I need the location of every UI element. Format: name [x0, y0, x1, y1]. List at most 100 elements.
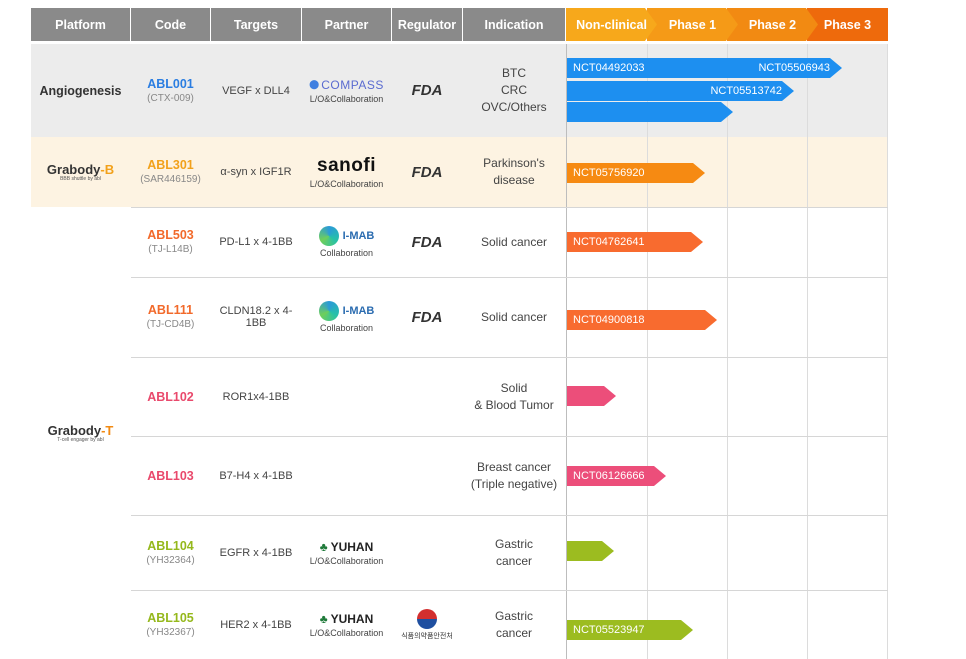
- drug-subcode: (YH32367): [146, 626, 195, 638]
- grabody-logo: Grabody -T: [48, 423, 114, 438]
- row-divider: [131, 590, 888, 591]
- drug-code: ABL102: [147, 389, 194, 404]
- drug-subcode: (YH32364): [146, 554, 195, 566]
- header-platform: Platform: [31, 8, 130, 41]
- indication-cell: Gastric cancer: [463, 515, 565, 590]
- target-cell: α-syn x IGF1R: [211, 137, 301, 207]
- partner-cell: ♣ YUHAN L/O&Collaboration: [302, 515, 391, 590]
- grabody-suffix: -B: [100, 162, 115, 177]
- target-cell: HER2 x 4-1BB: [211, 590, 301, 659]
- header-partner: Partner: [302, 8, 391, 41]
- partner-cell: I-MAB Collaboration: [302, 277, 391, 357]
- mfds-emblem-icon: [417, 608, 437, 629]
- indication-cell: Solid cancer: [463, 277, 565, 357]
- partner-relationship: L/O&Collaboration: [309, 93, 384, 104]
- code-cell: ABL103: [131, 436, 210, 515]
- compass-logo: ⬤ COMPASS: [309, 78, 384, 92]
- platform-label: Angiogenesis: [39, 83, 122, 98]
- drug-code: ABL001: [147, 76, 194, 91]
- phase-gridline: [887, 44, 888, 659]
- nct-number: NCT04492033: [573, 62, 645, 74]
- header-phase-3: Phase 3: [807, 8, 888, 41]
- pipeline-progress-bar: NCT06126666: [567, 466, 666, 486]
- drug-code: ABL104: [147, 538, 194, 553]
- grabody-suffix: -T: [101, 423, 114, 438]
- regulator-cell: FDA: [392, 137, 462, 207]
- pipeline-progress-bar: NCT04492033 NCT05506943: [567, 58, 842, 78]
- indication-text: Solid cancer: [480, 234, 548, 249]
- imab-icon: [318, 226, 339, 246]
- code-cell: ABL001 (CTX-009): [131, 44, 210, 137]
- grabody-logo: Grabody -B: [47, 162, 114, 177]
- indication-cell: Parkinson's disease: [463, 137, 565, 207]
- indication-cell: Breast cancer (Triple negative): [463, 436, 565, 515]
- target-text: B7-H4 x 4-1BB: [219, 469, 293, 482]
- platform-grabody-t: Grabody -T T-cell engager by abl: [31, 207, 130, 659]
- grabody-tagline: BBB shuttle by abl: [60, 176, 101, 182]
- indication-text: Parkinson's disease: [483, 156, 545, 187]
- pipeline-progress-bar: NCT05756920: [567, 163, 705, 183]
- compass-icon: ⬤: [309, 79, 320, 89]
- imab-logo: I-MAB: [318, 301, 374, 321]
- target-cell: VEGF x DLL4: [211, 44, 301, 137]
- row-divider: [131, 357, 888, 358]
- partner-name: YUHAN: [330, 539, 374, 554]
- code-cell: ABL503 (TJ-L14B): [131, 207, 210, 277]
- partner-cell: ♣ YUHAN L/O&Collaboration: [302, 590, 391, 659]
- fda-logo: FDA: [411, 308, 443, 326]
- pipeline-progress-bar: NCT05523947: [567, 620, 693, 640]
- nct-number: NCT04900818: [573, 314, 645, 326]
- regulator-cell: FDA: [392, 44, 462, 137]
- row-divider: [131, 277, 888, 278]
- pipeline-progress-bar: [567, 541, 614, 561]
- target-cell: CLDN18.2 x 4-1BB: [211, 277, 301, 357]
- code-cell: ABL105 (YH32367): [131, 590, 210, 659]
- indication-cell: BTC CRC OVC/Others: [463, 44, 565, 137]
- partner-relationship: Collaboration: [319, 248, 374, 258]
- yuhan-icon: ♣: [319, 539, 328, 554]
- target-text: EGFR x 4-1BB: [219, 546, 293, 559]
- regulator-cell: FDA: [392, 277, 462, 357]
- indication-text: BTC CRC OVC/Others: [481, 66, 547, 114]
- drug-code: ABL503: [147, 228, 194, 242]
- platform-grabody-b: Grabody -B BBB shuttle by abl: [31, 137, 130, 207]
- drug-code: ABL111: [147, 303, 194, 317]
- grabody-tagline: T-cell engager by abl: [57, 437, 104, 443]
- pipeline-progress-bar: [567, 102, 733, 122]
- indication-cell: Solid cancer: [463, 207, 565, 277]
- mfds-name: 식품의약품안전처: [401, 632, 453, 640]
- pipeline-progress-bar: NCT04762641: [567, 232, 703, 252]
- regulator-cell: 식품의약품안전처: [392, 590, 462, 659]
- fda-logo: FDA: [411, 163, 443, 181]
- target-text: VEGF x DLL4: [222, 84, 290, 97]
- nct-number: NCT04762641: [573, 236, 645, 248]
- indication-text: Solid cancer: [480, 309, 548, 324]
- header-phase-1: Phase 1: [647, 8, 738, 41]
- phase-gridline: [647, 44, 648, 659]
- target-text: CLDN18.2 x 4-1BB: [219, 305, 293, 329]
- target-text: HER2 x 4-1BB: [220, 618, 292, 631]
- platform-angiogenesis: Angiogenesis: [31, 44, 130, 137]
- partner-cell: I-MAB Collaboration: [302, 207, 391, 277]
- grabody-name: Grabody: [47, 423, 102, 438]
- indication-text: Gastric cancer: [494, 608, 533, 640]
- regulator-cell: FDA: [392, 207, 462, 277]
- phase-gridline: [807, 44, 808, 659]
- indication-cell: Solid & Blood Tumor: [463, 357, 565, 436]
- fda-logo: FDA: [411, 233, 443, 251]
- phase-gridline: [727, 44, 728, 659]
- target-cell: PD-L1 x 4-1BB: [211, 207, 301, 277]
- indication-cell: Gastric cancer: [463, 590, 565, 659]
- imab-logo: I-MAB: [318, 226, 374, 246]
- yuhan-icon: ♣: [319, 611, 328, 626]
- nct-number: NCT06126666: [573, 470, 645, 482]
- target-cell: B7-H4 x 4-1BB: [211, 436, 301, 515]
- target-text: ROR1x4-1BB: [222, 390, 290, 403]
- indication-text: Breast cancer (Triple negative): [470, 459, 558, 491]
- header-code: Code: [131, 8, 210, 41]
- sanofi-logo: sanofi: [317, 155, 376, 176]
- nct-number: NCT05513742: [710, 85, 782, 97]
- nct-number: NCT05756920: [573, 167, 645, 179]
- target-text: α-syn x IGF1R: [220, 166, 292, 178]
